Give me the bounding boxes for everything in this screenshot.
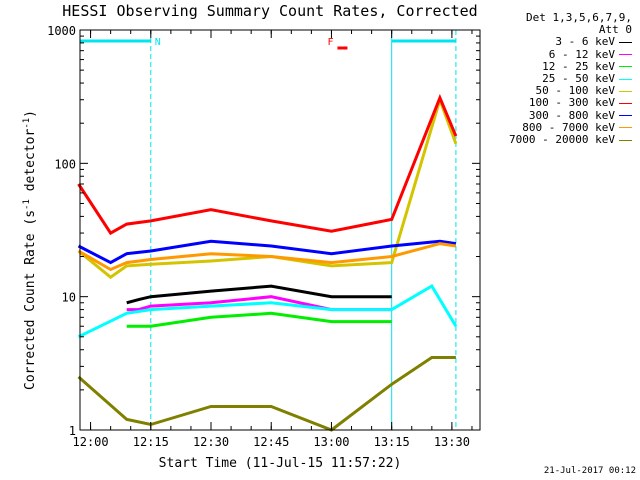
x-tick-label-1: 12:15	[133, 435, 169, 449]
x-ticks: 12:00 12:15 12:30 12:45 13:00 13:15 13:30	[73, 30, 473, 449]
legend-header-line-2: Att 0	[598, 23, 632, 37]
date-stamp: 21-Jul-2017 00:12	[543, 466, 636, 476]
y-ticks: 1 10 100 1000	[47, 24, 480, 438]
legend-label-8: 7000 - 20000 keV	[509, 133, 615, 147]
legend-label-5: 100 - 300 keV	[528, 96, 615, 110]
legend-swatch-0	[619, 42, 632, 43]
y-tick-label-2: 100	[54, 157, 76, 171]
y-axis-label-sup-2: -1	[21, 117, 32, 129]
legend-header-line-1: Det 1,3,5,6,7,9,	[526, 11, 632, 24]
series-line-6	[77, 239, 457, 265]
legend-swatch-3	[619, 78, 632, 80]
night-bars	[80, 30, 457, 430]
legend-label-4: 50 - 100 keV	[535, 84, 615, 98]
series-line-7	[77, 242, 457, 272]
legend-entry-1: 6 - 12 keV	[509, 47, 632, 61]
series-line-3	[77, 284, 458, 339]
legend-label-1: 6 - 12 keV	[548, 47, 615, 61]
legend-entry-8: 7000 - 20000 keV	[509, 133, 632, 147]
y-tick-label-0: 1	[69, 424, 76, 438]
x-tick-label-4: 13:00	[313, 435, 349, 449]
legend-items: 3 - 6 keV 6 - 12 keV 12 - 25 keV 25 - 50 ke…	[509, 36, 632, 146]
legend-swatch-2	[619, 66, 632, 68]
y-tick-label-1: 10	[62, 291, 76, 305]
series-line-2	[126, 311, 392, 328]
legend: Det 1,3,5,6,7,9, Att 0 3 - 6 keV 6 - 12 k…	[509, 11, 632, 146]
x-tick-label-3: 12:45	[253, 435, 289, 449]
legend-entry-7: 800 - 7000 keV	[509, 120, 632, 134]
y-axis-label-end: )	[23, 110, 39, 118]
legend-entry-4: 50 - 100 keV	[509, 85, 632, 97]
annotation-0: N	[155, 37, 161, 48]
series-line-4	[77, 94, 458, 280]
legend-label-0: 3 - 6 keV	[555, 35, 615, 49]
chart-title: HESSI Observing Summary Count Rates, Cor…	[62, 2, 478, 20]
y-axis-label-mid: detector	[23, 128, 39, 200]
legend-swatch-4	[619, 90, 632, 92]
y-axis-label-sup-1: -1	[21, 199, 32, 210]
series-line-0	[126, 284, 392, 305]
x-tick-label-5: 13:15	[374, 435, 410, 449]
x-tick-label-2: 12:30	[193, 435, 229, 449]
legend-swatch-7	[619, 127, 632, 129]
legend-entry-2: 12 - 25 keV	[509, 59, 632, 73]
x-tick-label-6: 13:30	[434, 435, 470, 449]
legend-swatch-5	[619, 103, 632, 105]
legend-label-3: 25 - 50 keV	[542, 72, 615, 86]
series-lines	[77, 93, 458, 432]
plot-frame	[79, 29, 481, 431]
series-line-5	[77, 93, 458, 236]
y-tick-label-3: 1000	[47, 24, 76, 38]
series-line-8	[77, 356, 456, 432]
legend-swatch-6	[619, 115, 632, 117]
y-axis-label-text: Corrected Count Rate (s	[23, 209, 39, 390]
legend-swatch-8	[619, 139, 632, 141]
x-tick-label-0: 12:00	[73, 435, 109, 449]
y-axis-label: Corrected Count Rate (s-1 detector-1)	[22, 110, 38, 390]
legend-label-7: 800 - 7000 keV	[522, 120, 615, 134]
legend-label-2: 12 - 25 keV	[542, 59, 615, 73]
x-axis-label: Start Time (11-Jul-15 11:57:22)	[158, 456, 402, 471]
annotation-1: F	[327, 37, 333, 48]
legend-swatch-1	[619, 54, 632, 56]
legend-entry-0: 3 - 6 keV	[509, 36, 632, 48]
legend-entry-5: 100 - 300 keV	[509, 97, 632, 109]
legend-entry-3: 25 - 50 keV	[509, 72, 632, 86]
legend-entry-6: 300 - 800 keV	[509, 108, 632, 122]
legend-label-6: 300 - 800 keV	[528, 108, 615, 122]
